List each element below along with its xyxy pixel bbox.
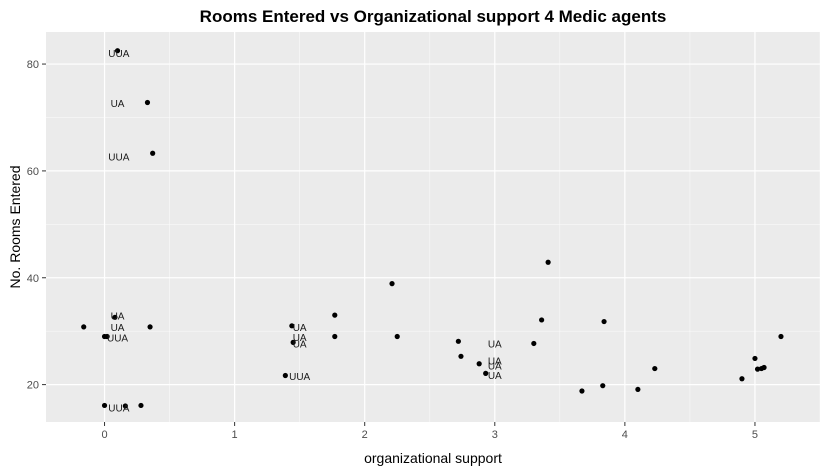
data-point bbox=[122, 403, 128, 409]
data-point bbox=[144, 99, 151, 106]
point-label: UA bbox=[111, 323, 125, 334]
point-label: UUA bbox=[108, 404, 129, 415]
data-point bbox=[104, 333, 110, 340]
data-point bbox=[458, 353, 464, 359]
data-point bbox=[150, 150, 156, 156]
data-point bbox=[476, 361, 482, 367]
point-label: UUA bbox=[289, 372, 310, 383]
data-point bbox=[389, 281, 395, 287]
point-label: UA bbox=[111, 312, 125, 323]
data-point bbox=[539, 317, 545, 323]
plot-background bbox=[46, 32, 820, 422]
data-point bbox=[394, 333, 400, 340]
data-point bbox=[332, 312, 338, 318]
point-label: UA bbox=[488, 361, 502, 372]
data-point bbox=[601, 318, 607, 325]
point-label: UA bbox=[488, 340, 502, 351]
y-tick-label: 40 bbox=[27, 273, 39, 285]
data-point bbox=[545, 259, 551, 265]
y-axis-title: No. Rooms Entered bbox=[7, 166, 23, 289]
grid-minor bbox=[46, 32, 821, 422]
data-point bbox=[531, 340, 537, 347]
y-tick-label: 60 bbox=[27, 166, 39, 178]
chart-title: Rooms Entered vs Organizational support … bbox=[200, 7, 667, 26]
data-point bbox=[652, 365, 658, 372]
data-point bbox=[579, 388, 585, 394]
point-label: UA bbox=[488, 371, 502, 382]
point-label: UUA bbox=[108, 49, 129, 60]
data-point bbox=[600, 383, 606, 389]
data-point bbox=[138, 402, 144, 409]
data-point bbox=[332, 333, 338, 340]
y-tick-label: 20 bbox=[27, 380, 39, 392]
point-label: UA bbox=[488, 357, 502, 368]
point-label: UA bbox=[111, 99, 125, 110]
data-point bbox=[289, 323, 295, 329]
data-point bbox=[112, 314, 118, 320]
point-label: UUA bbox=[108, 153, 129, 164]
x-axis-ticks: 0 1 2 3 4 5 bbox=[101, 422, 758, 441]
data-point bbox=[147, 324, 153, 330]
x-tick-label: 2 bbox=[362, 429, 368, 441]
y-axis-ticks: 20 40 60 80 bbox=[27, 59, 46, 392]
x-tick-label: 5 bbox=[752, 429, 758, 441]
data-point bbox=[114, 48, 121, 54]
data-point bbox=[778, 333, 784, 340]
point-label: UA bbox=[293, 333, 307, 344]
data-point bbox=[761, 364, 767, 371]
data-point bbox=[290, 339, 296, 345]
data-point bbox=[752, 355, 758, 362]
y-tick-label: 80 bbox=[27, 59, 39, 71]
x-tick-label: 0 bbox=[101, 429, 107, 441]
data-points bbox=[81, 48, 784, 409]
data-point bbox=[739, 376, 745, 382]
x-tick-label: 3 bbox=[492, 429, 498, 441]
point-label: UA bbox=[293, 323, 307, 334]
data-point bbox=[483, 370, 489, 376]
data-point bbox=[101, 402, 108, 409]
x-tick-label: 1 bbox=[232, 429, 238, 441]
data-point bbox=[754, 366, 761, 372]
point-label: UUA bbox=[107, 334, 128, 345]
grid-major bbox=[46, 32, 820, 422]
point-label: UA bbox=[293, 340, 307, 351]
x-axis-title: organizational support bbox=[364, 450, 502, 466]
x-tick-label: 4 bbox=[622, 429, 628, 441]
data-point bbox=[635, 386, 641, 393]
data-point bbox=[282, 372, 288, 379]
data-point bbox=[81, 324, 87, 330]
data-point bbox=[455, 338, 461, 344]
